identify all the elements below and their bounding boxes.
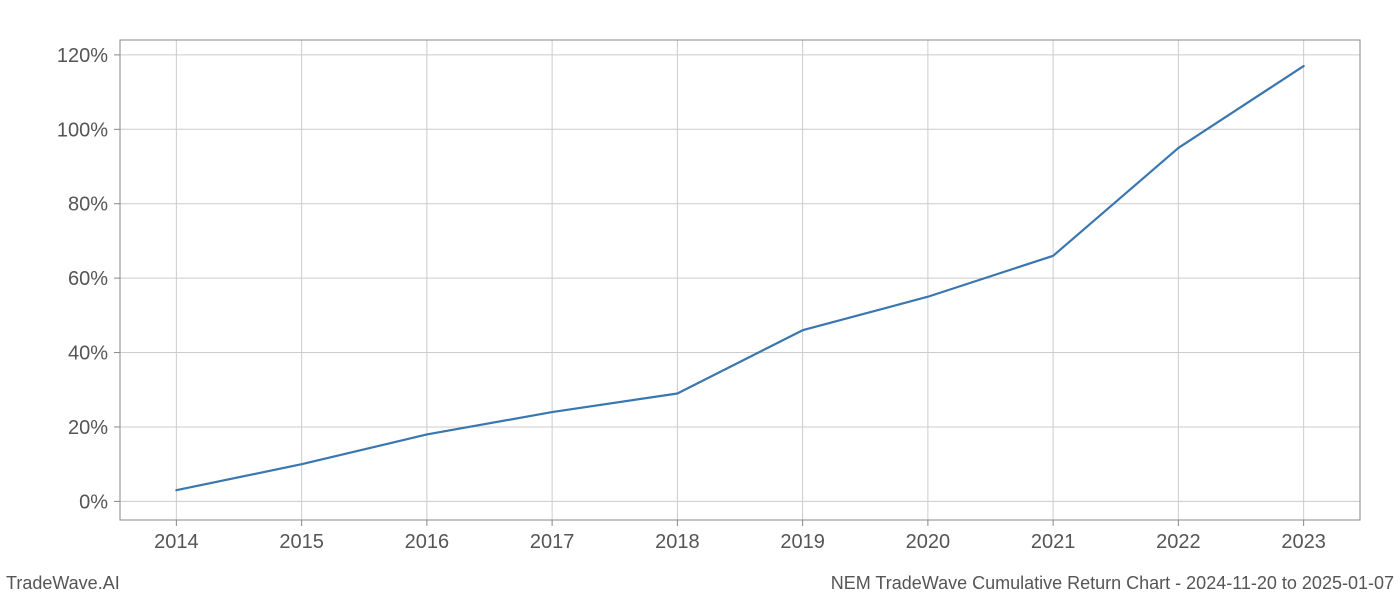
svg-text:40%: 40% <box>68 343 108 365</box>
svg-text:100%: 100% <box>57 119 108 141</box>
svg-text:2020: 2020 <box>906 531 951 553</box>
footer-brand: TradeWave.AI <box>6 573 120 594</box>
svg-text:2022: 2022 <box>1156 531 1201 553</box>
svg-text:2014: 2014 <box>154 531 199 553</box>
svg-text:2017: 2017 <box>530 531 575 553</box>
line-chart: 2014 2015 2016 2017 2018 2019 2020 2021 2022 2023… <box>0 0 1400 600</box>
svg-text:60%: 60% <box>68 268 108 290</box>
svg-text:2021: 2021 <box>1031 531 1076 553</box>
svg-text:2023: 2023 <box>1281 531 1326 553</box>
svg-text:2018: 2018 <box>655 531 700 553</box>
svg-text:2019: 2019 <box>780 531 825 553</box>
svg-text:2016: 2016 <box>405 531 450 553</box>
svg-text:120%: 120% <box>57 45 108 67</box>
chart-container: 2014 2015 2016 2017 2018 2019 2020 2021 2022 2023… <box>0 0 1400 600</box>
svg-text:20%: 20% <box>68 417 108 439</box>
svg-text:2015: 2015 <box>279 531 324 553</box>
svg-text:0%: 0% <box>79 491 108 513</box>
svg-text:80%: 80% <box>68 194 108 216</box>
footer-caption: NEM TradeWave Cumulative Return Chart - … <box>831 573 1394 594</box>
